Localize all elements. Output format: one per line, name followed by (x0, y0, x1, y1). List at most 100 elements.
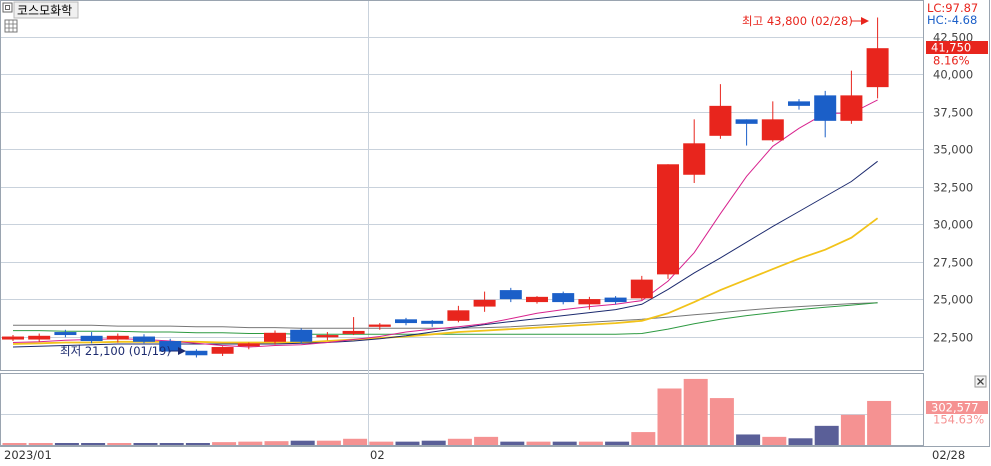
volume-bar (788, 438, 813, 445)
y-tick-label: 25,000 (933, 293, 973, 307)
candle-body (630, 279, 653, 299)
lc-label: LC:97.87 (927, 1, 978, 15)
volume-close-button[interactable] (974, 375, 987, 388)
candle-down (133, 334, 155, 344)
volume-bar (238, 441, 263, 445)
volume-bar (159, 443, 184, 445)
right-axis (924, 0, 990, 446)
volume-bar (474, 436, 499, 445)
candle-down (185, 349, 208, 358)
candle-up (106, 333, 129, 343)
volume-panel (0, 373, 924, 446)
candle-down (54, 329, 77, 338)
candle-up (264, 330, 286, 345)
candle-body (342, 330, 365, 334)
volume-bar (631, 432, 656, 445)
candle-body (80, 335, 103, 342)
volume-bar (369, 441, 394, 445)
candle-up (316, 332, 339, 341)
ma20-line (12, 160, 878, 348)
moving-averages (12, 99, 879, 348)
stock-name: 코스모화학 (17, 4, 72, 18)
candle-body (526, 296, 548, 303)
y-tick-label: 30,000 (933, 218, 973, 232)
volume-bar (526, 441, 551, 445)
ma120-line (13, 302, 878, 335)
volume-bar (133, 443, 158, 445)
x-label-mid: 02 (370, 448, 385, 462)
low-annotation: 최저 21,100 (01/19) (60, 344, 171, 358)
volume-bar (605, 441, 630, 445)
y-tick-label: 40,000 (933, 68, 973, 82)
candle-body (499, 290, 522, 300)
volume-bar (814, 425, 839, 445)
candle-body (578, 299, 601, 305)
price-tag-value: 41,750 (931, 41, 971, 55)
candle-body (368, 324, 391, 327)
y-tick-label: 35,000 (933, 143, 973, 157)
candle-body (735, 119, 758, 124)
ma60-line (12, 217, 879, 345)
y-tick-label: 37,500 (933, 106, 973, 120)
candle-up (526, 296, 548, 304)
candle-up (368, 323, 391, 330)
grid-button[interactable] (4, 19, 18, 33)
close-icon (977, 378, 984, 385)
candle-up (342, 317, 365, 336)
candle-down (499, 287, 522, 303)
candle-body (814, 95, 837, 121)
volume-bars (2, 378, 892, 445)
candle-body (185, 350, 208, 356)
candle-body (2, 336, 24, 340)
candle-down (788, 99, 810, 110)
high-annotation: 최고 43,800 (02/28) (742, 14, 853, 28)
candle-body (709, 105, 732, 136)
volume-bar (447, 438, 472, 445)
volume-bar (395, 441, 420, 445)
price-axis: 42,50040,00037,50035,00032,50030,00027,5… (933, 31, 973, 345)
candle-body (211, 347, 234, 354)
volume-change: 154.63% (933, 413, 984, 427)
candle-body (159, 341, 182, 352)
x-label-end: 02/28 (932, 448, 965, 462)
volume-tag-value: 302,577 (931, 401, 979, 415)
candle-up (709, 84, 732, 139)
volume-bar (578, 441, 603, 445)
volume-bar (500, 441, 525, 445)
stock-name-box[interactable] (13, 1, 79, 19)
menu-button[interactable] (2, 2, 13, 13)
candle-body (421, 320, 444, 324)
volume-bar (657, 388, 682, 445)
candle-up (447, 305, 470, 323)
volume-bar (736, 434, 761, 445)
candle-up (2, 335, 24, 342)
candle-up (28, 333, 51, 342)
ma5-line (12, 99, 878, 348)
volume-bar (709, 398, 734, 445)
candle-up (578, 296, 601, 310)
candle-body (447, 310, 470, 321)
y-tick-label: 27,500 (933, 256, 973, 270)
volume-bar (762, 436, 787, 445)
volume-bar (81, 443, 106, 445)
candle-body (264, 332, 286, 342)
candle-body (761, 119, 784, 141)
volume-tag (926, 401, 988, 414)
candle-body (290, 329, 313, 342)
candle-down (552, 291, 575, 305)
volume-bar (552, 441, 577, 445)
candle-up (473, 291, 496, 312)
candle-body (788, 101, 810, 106)
price-change: 8.16% (933, 54, 970, 68)
candle-up (866, 17, 889, 99)
volume-bar (2, 443, 27, 445)
candle-down (421, 320, 444, 327)
candles (2, 17, 889, 358)
volume-bar (867, 400, 892, 445)
candle-down (395, 317, 417, 326)
candle-body (552, 293, 575, 303)
y-tick-label: 22,500 (933, 331, 973, 345)
candle-body (683, 143, 706, 175)
volume-bar (343, 438, 368, 445)
volume-bar (290, 440, 315, 445)
